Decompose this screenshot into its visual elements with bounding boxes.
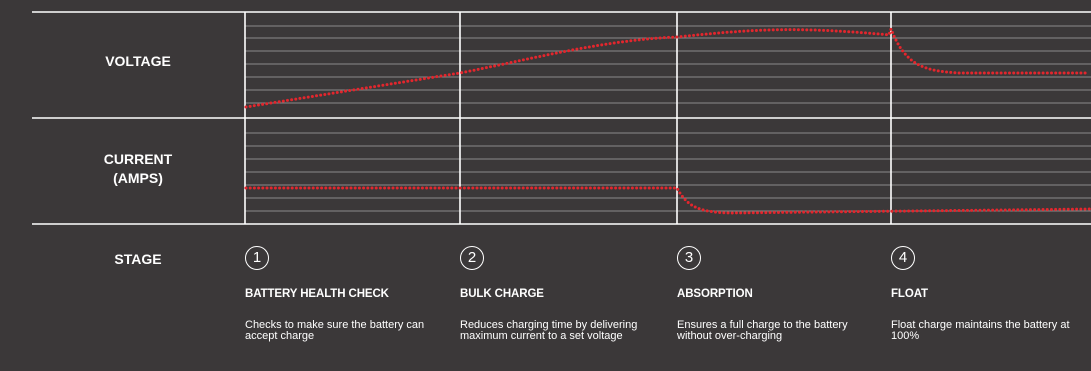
stage-1-title: BATTERY HEALTH CHECK — [245, 288, 389, 300]
stage-4-title: FLOAT — [891, 288, 928, 300]
current-row-label-line2: (AMPS) — [113, 170, 163, 186]
stage-1-description: Checks to make sure the battery can acce… — [245, 319, 425, 342]
current-row-label-line1: CURRENT — [103, 151, 173, 167]
voltage-row-label: VOLTAGE — [105, 53, 171, 69]
current-curve — [244, 186, 1091, 215]
curves — [244, 24, 1091, 215]
stage-2-description: Reduces charging time by delivering maxi… — [460, 319, 638, 342]
stage-3-number: 3 — [677, 246, 701, 270]
grid-lines — [32, 11, 1091, 225]
stage-3-description: Ensures a full charge to the battery wit… — [677, 319, 848, 342]
stage-4-number: 4 — [891, 246, 915, 270]
stage-2-title: BULK CHARGE — [460, 288, 544, 300]
stage-1-number: 1 — [245, 246, 269, 270]
stage-row-label: STAGE — [114, 251, 162, 267]
voltage-curve — [244, 24, 1090, 109]
stage-3-title: ABSORPTION — [677, 288, 753, 300]
stage-2-number: 2 — [460, 246, 484, 270]
stage-4-description: Float charge maintains the battery at 10… — [891, 319, 1070, 342]
